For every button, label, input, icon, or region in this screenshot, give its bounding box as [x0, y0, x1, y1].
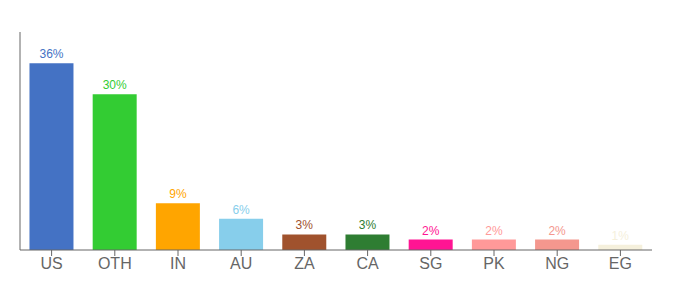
- svg-text:2%: 2%: [485, 224, 503, 238]
- svg-text:NG: NG: [545, 255, 569, 272]
- svg-text:IN: IN: [170, 255, 186, 272]
- svg-text:3%: 3%: [359, 218, 377, 232]
- svg-text:US: US: [40, 255, 62, 272]
- svg-text:9%: 9%: [169, 187, 187, 201]
- svg-text:1%: 1%: [612, 229, 630, 243]
- svg-text:OTH: OTH: [98, 255, 132, 272]
- svg-text:2%: 2%: [548, 224, 566, 238]
- svg-text:3%: 3%: [296, 218, 314, 232]
- svg-text:AU: AU: [230, 255, 252, 272]
- svg-text:36%: 36%: [39, 47, 63, 61]
- svg-text:2%: 2%: [422, 224, 440, 238]
- svg-text:PK: PK: [483, 255, 505, 272]
- svg-text:SG: SG: [419, 255, 442, 272]
- svg-text:6%: 6%: [232, 203, 250, 217]
- svg-text:CA: CA: [356, 255, 379, 272]
- svg-text:EG: EG: [609, 255, 632, 272]
- svg-text:ZA: ZA: [294, 255, 315, 272]
- svg-text:30%: 30%: [103, 78, 127, 92]
